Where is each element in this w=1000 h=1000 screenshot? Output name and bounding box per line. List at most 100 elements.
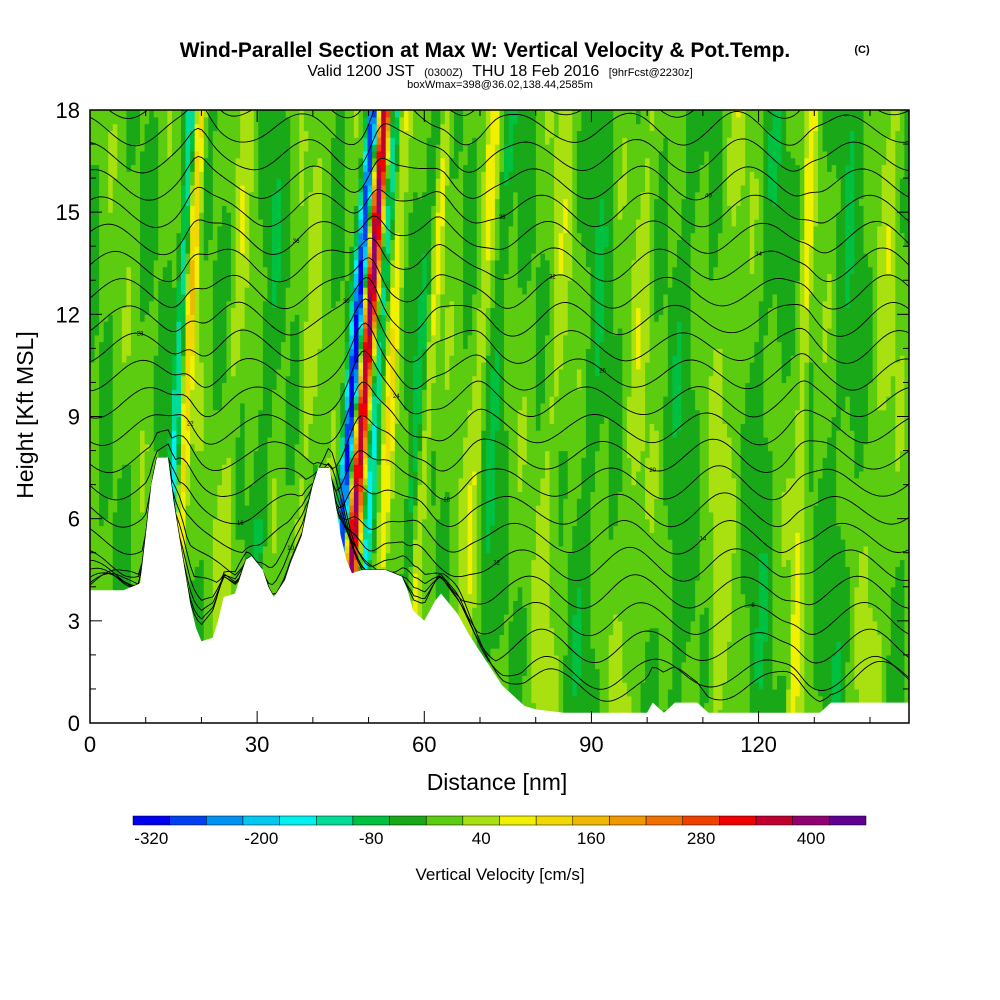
velocity-cell [272,586,278,595]
velocity-cell [167,423,173,431]
velocity-cell [335,314,341,322]
velocity-cell [112,225,118,234]
velocity-cell [212,150,218,159]
velocity-cell [99,232,105,241]
velocity-cell [130,416,137,424]
velocity-cell [121,300,127,309]
velocity-cell [108,362,114,370]
velocity-cell [112,457,118,465]
velocity-cell [121,491,127,499]
velocity-cell [203,184,209,193]
velocity-cell [171,259,178,268]
velocity-cell [194,614,200,622]
velocity-cell [140,382,146,390]
velocity-cell [240,246,246,254]
velocity-cell [267,525,273,533]
velocity-cell [326,259,332,268]
velocity-cell [90,110,96,118]
velocity-cell [99,532,105,540]
velocity-cell [149,368,155,377]
velocity-cell [194,130,200,138]
velocity-cell [285,314,291,322]
velocity-cell [171,164,178,172]
velocity-cell [203,232,209,241]
velocity-cell [226,259,232,268]
velocity-cell [231,389,237,397]
velocity-cell [190,341,196,349]
velocity-cell [140,287,146,295]
velocity-cell [262,184,269,193]
velocity-cell [308,402,314,411]
velocity-cell [203,443,209,452]
velocity-cell [285,382,291,390]
velocity-cell [221,341,228,349]
velocity-cell [194,593,200,601]
velocity-cell [203,273,209,281]
velocity-cell [144,382,150,390]
velocity-cell [112,205,118,213]
velocity-cell [94,348,100,356]
velocity-cell [322,293,328,302]
velocity-cell [162,144,168,152]
velocity-cell [326,314,332,322]
velocity-cell [153,327,159,336]
velocity-cell [190,525,196,533]
velocity-cell [99,218,105,227]
velocity-cell [194,164,200,172]
velocity-cell [331,259,337,268]
velocity-cell [240,382,246,390]
velocity-cell [226,518,232,527]
velocity-cell [171,123,178,132]
velocity-cell [117,355,123,363]
velocity-cell [171,150,178,159]
velocity-cell [231,457,237,465]
velocity-cell [108,110,114,118]
velocity-cell [317,246,323,254]
velocity-cell [335,137,341,145]
velocity-cell [194,436,200,445]
velocity-cell [103,273,109,281]
velocity-cell [108,293,114,302]
velocity-cell [322,198,328,206]
velocity-cell [262,287,269,295]
velocity-cell [130,341,137,349]
velocity-cell [267,443,273,452]
velocity-cell [212,314,218,322]
velocity-cell [90,287,96,295]
velocity-cell [190,457,196,465]
velocity-cell [276,579,282,588]
velocity-cell [285,518,291,527]
velocity-cell [103,518,109,527]
velocity-cell [190,573,196,581]
velocity-cell [253,334,259,343]
velocity-cell [203,505,209,513]
velocity-cell [90,355,96,363]
velocity-cell [171,423,178,431]
velocity-cell [181,123,187,132]
velocity-cell [281,552,287,561]
velocity-cell [249,246,255,254]
velocity-cell [221,416,228,424]
velocity-cell [285,287,291,295]
velocity-cell [94,259,100,268]
velocity-cell [272,573,278,581]
velocity-cell [112,327,118,336]
velocity-cell [303,334,309,343]
velocity-cell [281,144,287,152]
velocity-cell [281,239,287,247]
velocity-cell [135,450,141,458]
velocity-cell [199,491,205,499]
velocity-cell [340,539,346,547]
velocity-cell [331,341,337,349]
velocity-cell [258,341,264,349]
velocity-cell [121,566,127,574]
velocity-cell [267,566,273,574]
velocity-cell [308,362,314,370]
velocity-cell [171,239,178,247]
velocity-cell [249,212,255,220]
velocity-cell [308,110,314,118]
velocity-cell [244,436,250,445]
velocity-cell [276,518,282,527]
velocity-cell [272,409,278,418]
velocity-cell [99,525,105,533]
